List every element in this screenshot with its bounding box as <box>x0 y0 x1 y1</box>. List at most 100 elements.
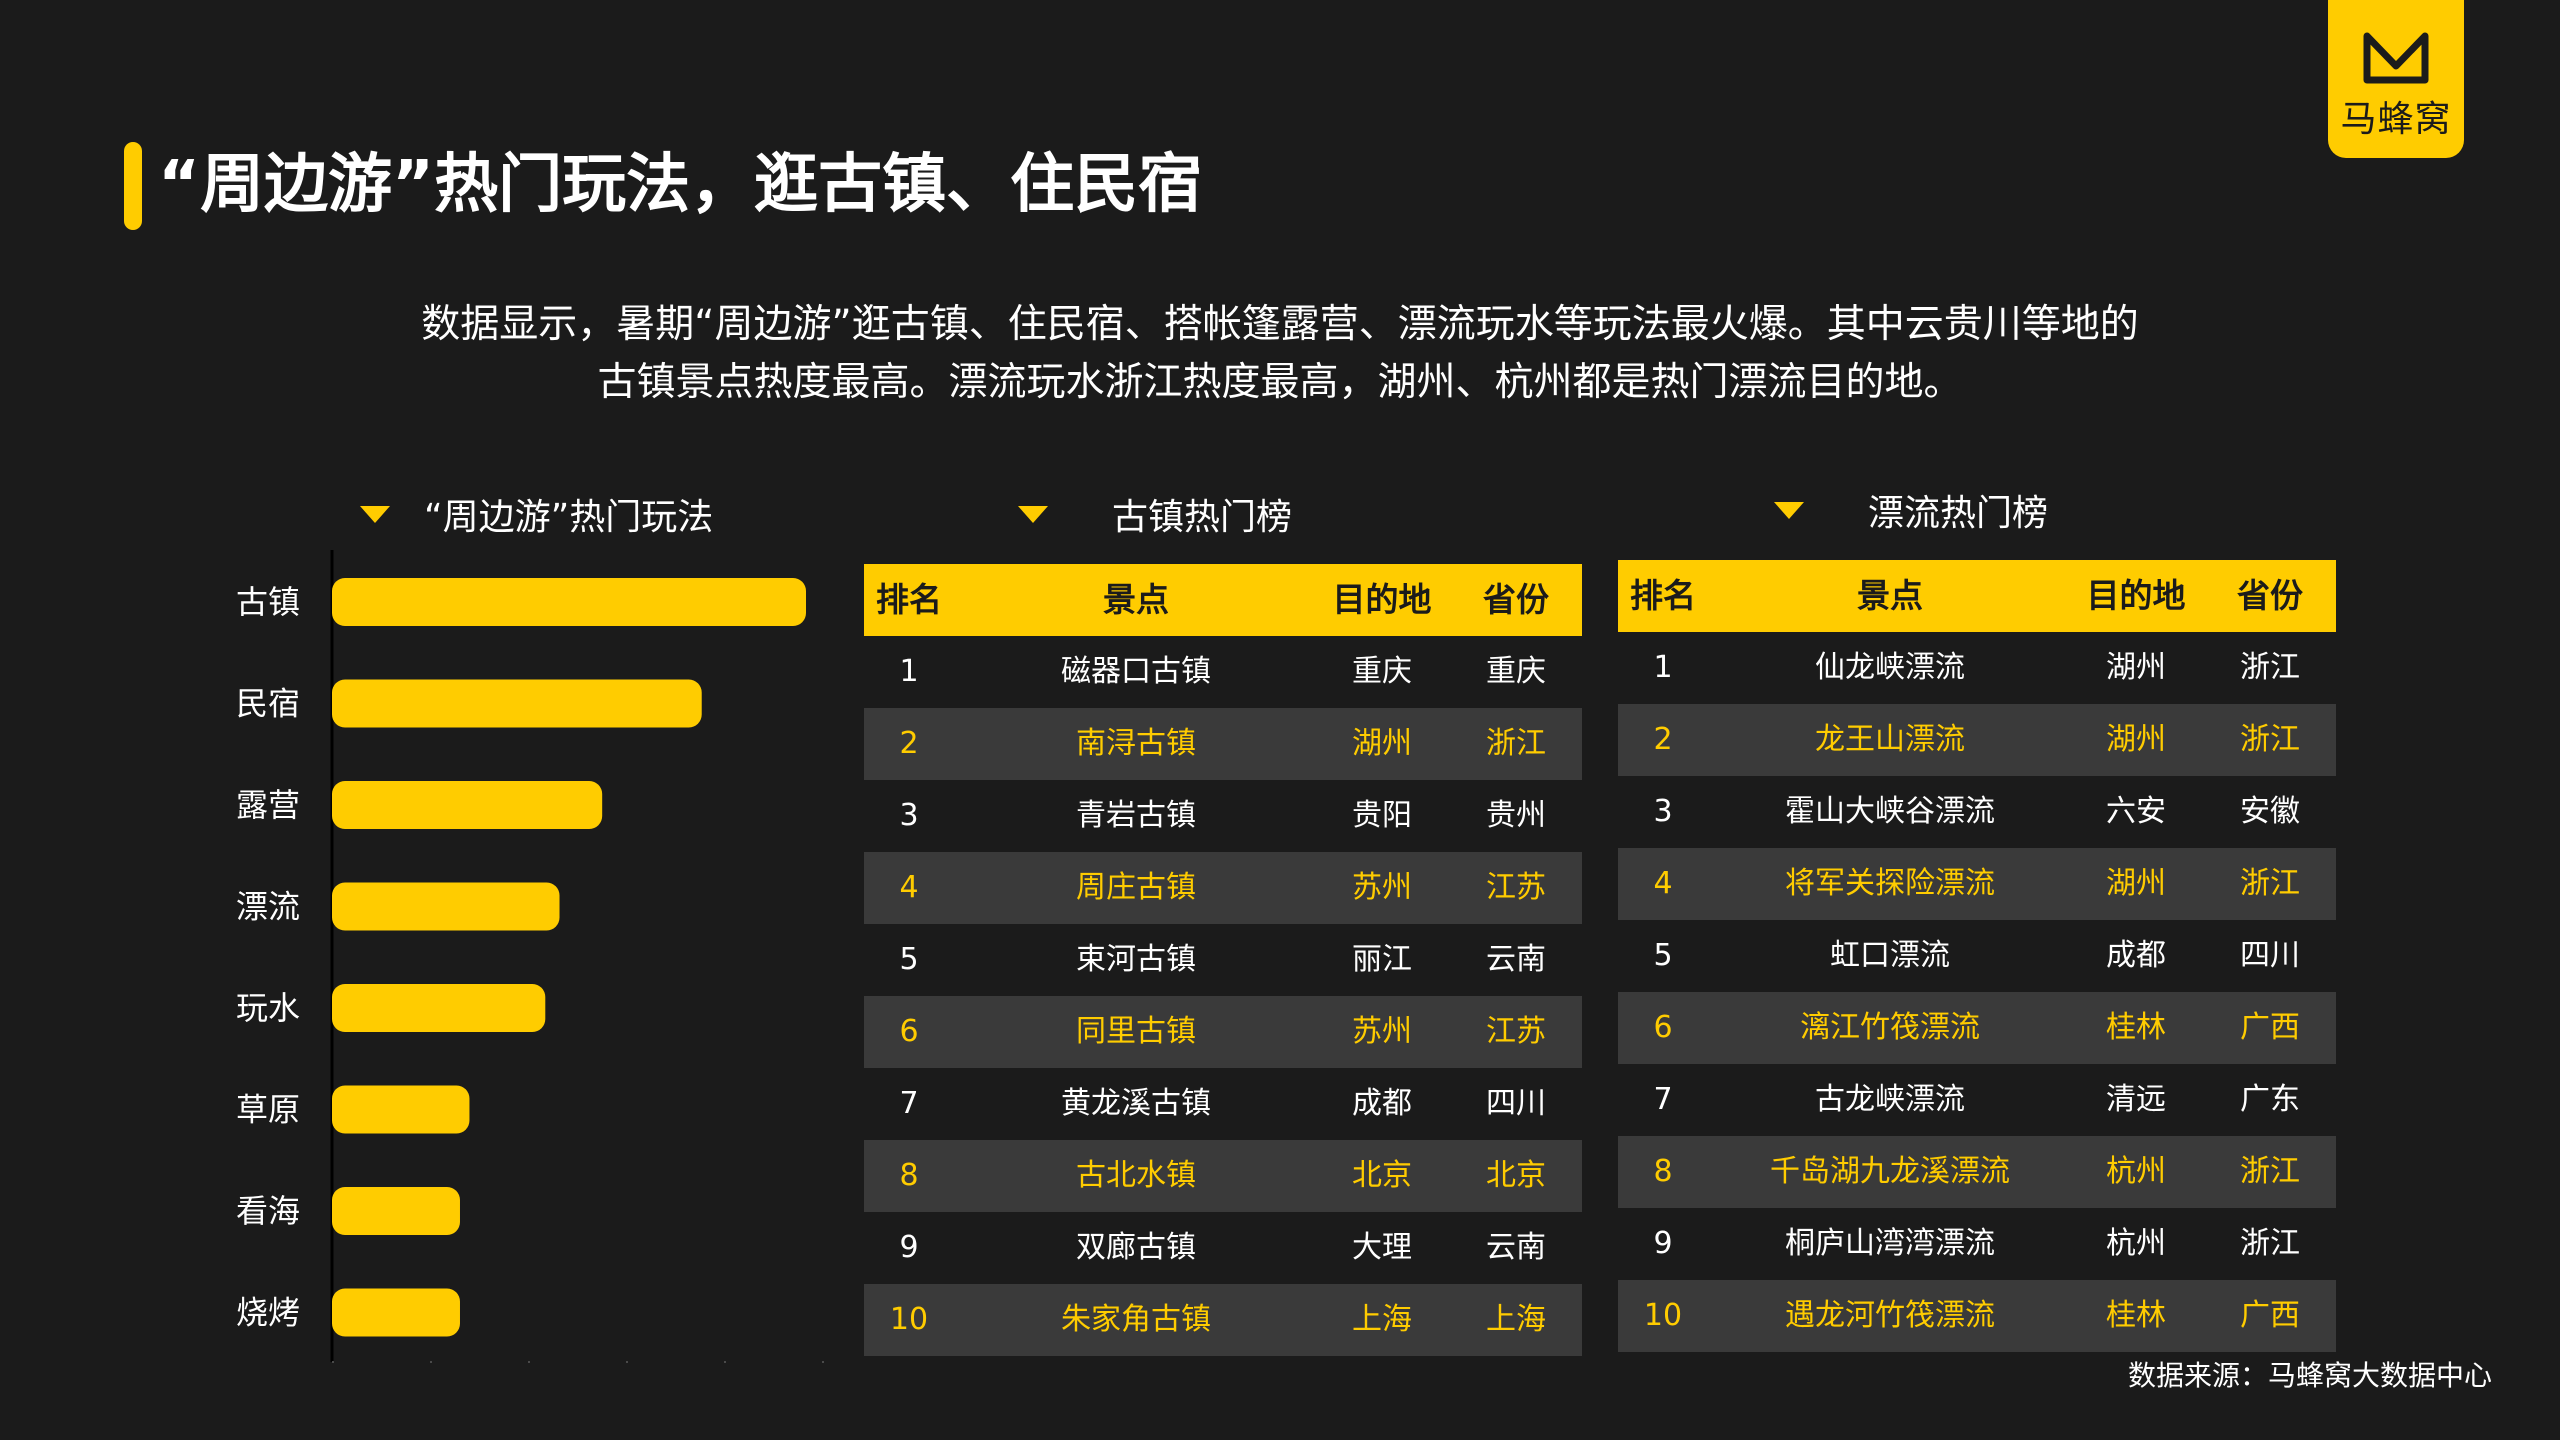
table-cell: 广西 <box>2240 1298 2300 1333</box>
table-cell: 云南 <box>1486 1230 1546 1265</box>
bar-8 <box>332 1288 460 1337</box>
table-cell: 黄龙溪古镇 <box>1061 1086 1211 1121</box>
bar-4 <box>332 882 560 931</box>
table-row: 3 霍山大峡谷漂流 六安 安徽 <box>1618 776 2336 848</box>
table-cell: 3 <box>899 798 919 833</box>
table-row: 8 古北水镇 北京 北京 <box>864 1140 1582 1212</box>
table-cell: 北京 <box>1486 1158 1546 1193</box>
table-cell: 仙龙峡漂流 <box>1815 650 1965 685</box>
bar-2 <box>332 679 702 728</box>
table-cell: 苏州 <box>1352 1014 1412 1049</box>
table-row: 1 磁器口古镇 重庆 重庆 <box>864 636 1582 708</box>
category-label: 民宿 <box>236 685 300 723</box>
table-row: 5 束河古镇 丽江 云南 <box>864 924 1582 996</box>
table-cell: 千岛湖九龙溪漂流 <box>1770 1154 2010 1189</box>
table-cell: 虹口漂流 <box>1830 938 1950 973</box>
table-cell: 浙江 <box>2240 1154 2300 1189</box>
table-cell: 8 <box>1653 1154 1673 1189</box>
category-label: 露营 <box>236 786 300 824</box>
table-row: 9 双廊古镇 大理 云南 <box>864 1212 1582 1284</box>
chart-title: “周边游”热门玩法 <box>424 497 714 538</box>
piaoliu-table-title: 漂流热门榜 <box>1868 493 2049 534</box>
table-row: 4 周庄古镇 苏州 江苏 <box>864 852 1582 924</box>
table-cell: 磁器口古镇 <box>1061 654 1211 689</box>
table-cell: 古龙峡漂流 <box>1815 1082 1965 1117</box>
table-cell: 重庆 <box>1352 654 1412 689</box>
bar-3 <box>332 781 603 829</box>
table-cell: 浙江 <box>2240 866 2300 901</box>
table-cell: 5 <box>899 942 919 977</box>
table-row: 3 青岩古镇 贵阳 贵州 <box>864 780 1582 852</box>
table-cell: 湖州 <box>1352 726 1412 761</box>
data-source: 数据来源：马蜂窝大数据中心 <box>2127 1359 2492 1392</box>
table-cell: 4 <box>899 870 919 905</box>
table-cell: 贵州 <box>1486 798 1546 833</box>
table-cell: 10 <box>1643 1298 1683 1333</box>
table-cell: 四川 <box>2240 938 2300 973</box>
table-header-row: 排名 景点 目的地 省份 <box>864 564 1582 636</box>
category-label: 看海 <box>236 1192 300 1230</box>
triangle-down-icon <box>1774 501 1804 519</box>
table-row: 8 千岛湖九龙溪漂流 杭州 浙江 <box>1618 1136 2336 1208</box>
table-cell: 浙江 <box>2240 1226 2300 1261</box>
table-header-cell: 排名 <box>876 580 942 619</box>
category-label: 漂流 <box>236 888 300 926</box>
table-cell: 六安 <box>2106 794 2166 829</box>
table-cell: 4 <box>1653 866 1673 901</box>
table-cell: 6 <box>899 1014 919 1049</box>
bar-1 <box>332 578 806 626</box>
table-cell: 周庄古镇 <box>1076 870 1196 905</box>
table-row: 7 黄龙溪古镇 成都 四川 <box>864 1068 1582 1140</box>
table-header-cell: 景点 <box>1103 580 1169 619</box>
table-cell: 9 <box>1653 1226 1673 1261</box>
table-header-cell: 目的地 <box>2086 576 2186 615</box>
table-cell: 龙王山漂流 <box>1815 722 1965 757</box>
table-cell: 浙江 <box>1486 726 1546 761</box>
table-cell: 南浔古镇 <box>1076 726 1196 761</box>
table-cell: 成都 <box>1352 1086 1412 1121</box>
brand-name: 马蜂窝 <box>2340 99 2452 140</box>
table-cell: 贵阳 <box>1352 798 1412 833</box>
table-cell: 霍山大峡谷漂流 <box>1785 794 1995 829</box>
table-cell: 双廊古镇 <box>1076 1230 1196 1265</box>
table-cell: 湖州 <box>2106 650 2166 685</box>
table-cell: 同里古镇 <box>1076 1014 1196 1049</box>
table-cell: 朱家角古镇 <box>1061 1302 1211 1337</box>
table-cell: 四川 <box>1486 1086 1546 1121</box>
table-cell: 1 <box>899 654 919 689</box>
table-row: 2 南浔古镇 湖州 浙江 <box>864 708 1582 780</box>
title-accent-bar <box>124 142 142 230</box>
table-cell: 杭州 <box>2106 1226 2166 1261</box>
table-cell: 重庆 <box>1486 654 1546 689</box>
table-cell: 6 <box>1653 1010 1673 1045</box>
table-cell: 广西 <box>2240 1010 2300 1045</box>
table-row: 7 古龙峡漂流 清远 广东 <box>1618 1064 2336 1136</box>
table-cell: 10 <box>889 1302 929 1337</box>
table-cell: 江苏 <box>1486 1014 1546 1049</box>
table-row: 10 遇龙河竹筏漂流 桂林 广西 <box>1618 1280 2336 1352</box>
guzhen-section-header: 古镇热门榜 <box>1018 488 1292 540</box>
table-header-cell: 省份 <box>2237 576 2303 615</box>
guzhen-table-title: 古镇热门榜 <box>1112 497 1293 538</box>
table-cell: 桐庐山湾湾漂流 <box>1785 1226 1995 1261</box>
table-row: 5 虹口漂流 成都 四川 <box>1618 920 2336 992</box>
table-cell: 上海 <box>1352 1302 1412 1337</box>
table-header-cell: 排名 <box>1630 576 1696 615</box>
chart-section-header: “周边游”热门玩法 <box>360 488 713 540</box>
table-cell: 3 <box>1653 794 1673 829</box>
piaoliu-table: 排名 景点 目的地 省份 1 仙龙峡漂流 湖州 浙江 2 龙王山漂流 湖州 浙江 3 霍山大峡谷漂流 六安安… <box>1618 560 2336 1352</box>
page-description: 数据显示，暑期“周边游”逛古镇、住民宿、搭帐篷露营、漂流玩水等玩法最火爆。其中云… <box>0 296 2560 412</box>
category-label: 玩水 <box>236 989 300 1027</box>
table-cell: 杭州 <box>2106 1154 2166 1189</box>
table-cell: 束河古镇 <box>1076 942 1196 977</box>
table-cell: 湖州 <box>2106 722 2166 757</box>
table-cell: 桂林 <box>2106 1298 2166 1333</box>
table-cell: 湖州 <box>2106 866 2166 901</box>
table-cell: 北京 <box>1352 1158 1412 1193</box>
category-label: 草原 <box>236 1091 300 1129</box>
guzhen-table: 排名 景点 目的地 省份 1 磁器口古镇 重庆 重庆 2 南浔古镇 湖州 浙江 3 青岩古镇 贵阳 贵州 4 周庄… <box>864 564 1582 1356</box>
brand-logo: 马蜂窝 <box>2328 0 2464 158</box>
category-label: 烧烤 <box>236 1294 300 1332</box>
bar-5 <box>332 984 546 1032</box>
table-header-cell: 目的地 <box>1332 580 1432 619</box>
